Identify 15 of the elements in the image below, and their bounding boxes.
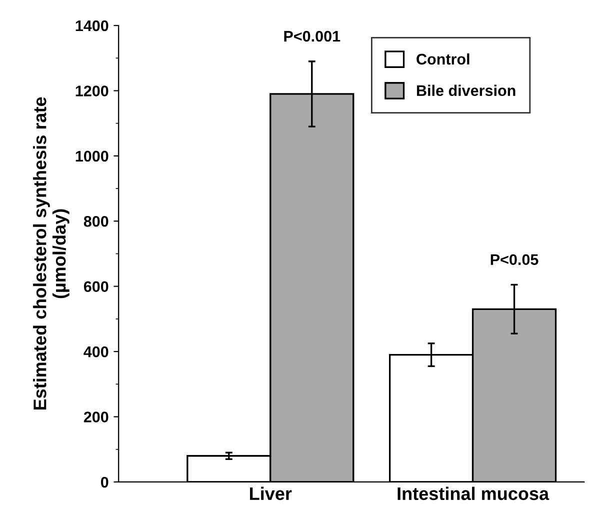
y-tick-label: 200: [84, 412, 108, 422]
annotation: P<0.05: [490, 254, 538, 266]
y-tick-label: 800: [84, 216, 108, 227]
legend-label: Bile diversion: [417, 84, 516, 96]
y-tick-label: 0: [100, 476, 108, 488]
y-tick-label: 1000: [76, 150, 108, 162]
annotation: P<0.001: [284, 30, 340, 42]
y-tick-label: 1400: [76, 20, 108, 32]
x-tick-label: Intestinal mucosa: [398, 486, 550, 500]
y-tick-label: 600: [84, 281, 108, 292]
y-tick-label: 1200: [76, 86, 108, 96]
y-tick-label: 400: [84, 346, 108, 358]
y-axis-title: Estimated cholesterol synthesis rate (µmol/day): [33, 97, 70, 410]
x-tick-label: Liver: [250, 486, 292, 500]
legend-label: Control: [416, 53, 470, 65]
